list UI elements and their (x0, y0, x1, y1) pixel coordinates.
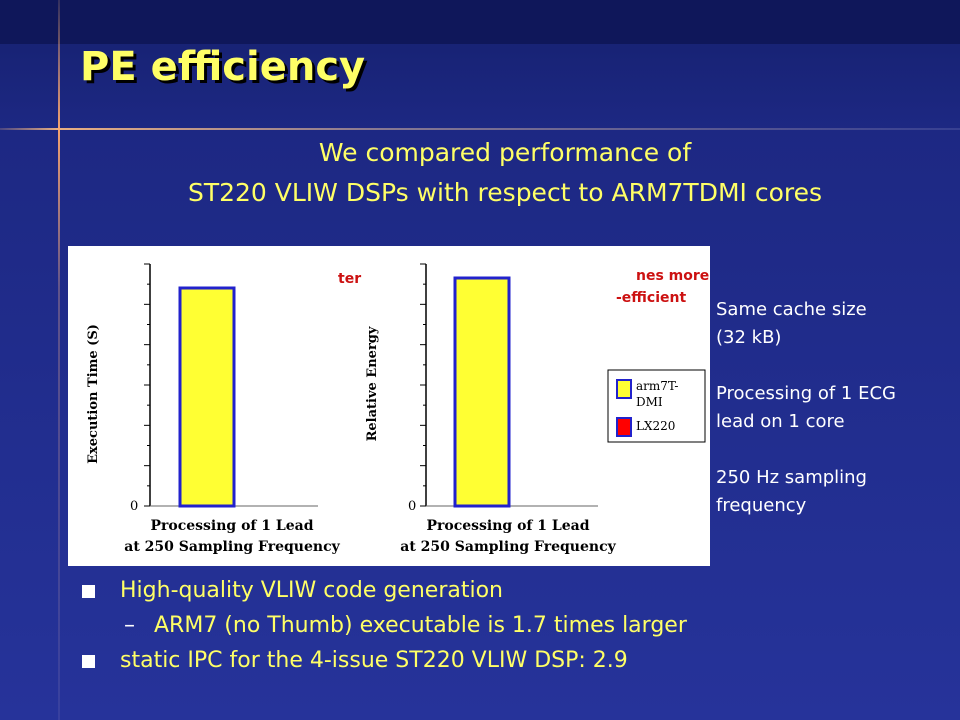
x-axis-label-2-line1: Processing of 1 Lead (426, 518, 589, 534)
bullet-text: High-quality VLIW code generation (120, 578, 503, 603)
bullet-list: High-quality VLIW code generation – ARM7… (70, 574, 950, 678)
note-cache-line2: (32 kB) (716, 327, 782, 348)
y-axis-label-1: Execution Time (S) (86, 324, 101, 464)
legend-label-arm7t: arm7T- (636, 379, 678, 393)
note-processing: Processing of 1 ECG lead on 1 core (716, 380, 946, 436)
bar-arm7tdmi-relative-energy (453, 276, 511, 508)
vertical-divider (58, 0, 60, 720)
bullet-square-icon (82, 655, 95, 668)
y-ticks-2 (420, 263, 426, 507)
overlay-text-2-line2: -efficient (616, 290, 686, 306)
bullet-square-icon (82, 585, 95, 598)
chart-relative-energy: nes more -efficient 0 Relative Energy Pr… (365, 263, 709, 555)
charts-svg: ter 0 Execution Time (S) Processing of 1… (86, 263, 709, 555)
slide-title: PE efficiency (80, 44, 366, 90)
top-band (0, 0, 960, 44)
note-sampling: 250 Hz sampling frequency (716, 464, 946, 520)
note-sampling-line1: 250 Hz sampling (716, 467, 867, 488)
note-sampling-line2: frequency (716, 495, 807, 516)
horizontal-divider (0, 128, 960, 130)
y-tick-zero-1: 0 (130, 499, 138, 514)
legend-label-dmi: DMI (636, 395, 663, 409)
y-tick-zero-2: 0 (408, 499, 416, 514)
dash-icon: – (124, 613, 135, 638)
x-axis-label-1-line2: at 250 Sampling Frequency (124, 539, 340, 555)
chart-panel: ter 0 Execution Time (S) Processing of 1… (68, 246, 710, 566)
chart-execution-time: ter 0 Execution Time (S) Processing of 1… (86, 263, 361, 555)
sub-bullet-text: ARM7 (no Thumb) executable is 1.7 times … (154, 613, 687, 638)
sub-bullet-item: – ARM7 (no Thumb) executable is 1.7 time… (70, 608, 950, 644)
legend-swatch-arm7tdmi (616, 379, 632, 399)
overlay-text-2-line1: nes more (636, 268, 709, 284)
overlay-text-1: ter (338, 271, 361, 287)
y-axis-label-2: Relative Energy (365, 326, 380, 441)
bullet-item: static IPC for the 4-issue ST220 VLIW DS… (70, 644, 950, 678)
x-axis-label-2-line2: at 250 Sampling Frequency (400, 539, 616, 555)
note-processing-line1: Processing of 1 ECG (716, 383, 896, 404)
note-cache-line1: Same cache size (716, 299, 867, 320)
bullet-text: static IPC for the 4-issue ST220 VLIW DS… (120, 648, 628, 673)
note-cache: Same cache size (32 kB) (716, 296, 946, 352)
legend-label-lx220: LX220 (636, 419, 675, 433)
bar-arm7tdmi-execution-time (178, 286, 236, 508)
subtitle-line-1: We compared performance of (318, 138, 692, 167)
legend-swatch-lx220 (616, 417, 632, 437)
note-processing-line2: lead on 1 core (716, 411, 845, 432)
legend: arm7T- DMI LX220 (607, 369, 706, 443)
subtitle-line-2: ST220 VLIW DSPs with respect to ARM7TDMI… (187, 178, 823, 207)
y-ticks-1 (144, 263, 150, 507)
notes: Same cache size (32 kB) Processing of 1 … (716, 296, 946, 548)
bullet-item: High-quality VLIW code generation (70, 574, 950, 608)
x-axis-label-1-line1: Processing of 1 Lead (150, 518, 313, 534)
